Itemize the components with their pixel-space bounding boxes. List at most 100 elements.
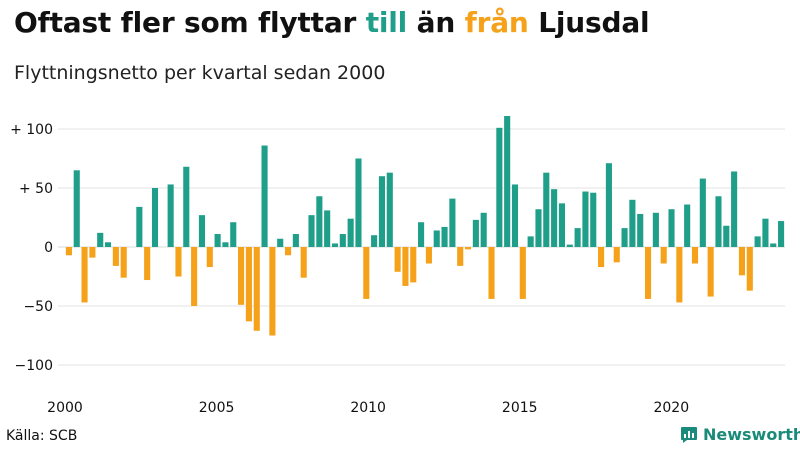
x-tick-label: 2010 bbox=[350, 400, 386, 416]
bar-2011-q4 bbox=[433, 230, 440, 247]
title-part1: Oftast fler som flyttar bbox=[14, 6, 357, 39]
bar-2007-q3 bbox=[300, 247, 307, 278]
bar-2007-q1 bbox=[284, 247, 292, 256]
bar-2011-q2 bbox=[418, 222, 425, 247]
bar-2020-q3 bbox=[707, 247, 714, 297]
x-tick-label: 2000 bbox=[47, 400, 83, 416]
y-tick-label: + 100 bbox=[10, 122, 53, 138]
bar-2001-q1 bbox=[97, 232, 104, 247]
bar-2018-q2 bbox=[637, 213, 644, 247]
chart-title: Oftast fler som flyttar till än från Lju… bbox=[14, 6, 650, 39]
bar-2016-q3 bbox=[582, 191, 589, 247]
bar-2012-q2 bbox=[449, 198, 456, 247]
bar-2008-q3 bbox=[331, 243, 339, 247]
bar-2017-q4 bbox=[621, 228, 628, 247]
bar-2011-q1 bbox=[410, 247, 417, 283]
bar-2003-q4 bbox=[183, 166, 190, 247]
x-tick-label: 2020 bbox=[653, 400, 689, 416]
bar-2005-q4 bbox=[245, 247, 252, 322]
bar-2005-q1 bbox=[222, 242, 229, 247]
bar-2016-q4 bbox=[590, 192, 597, 247]
bar-2008-q1 bbox=[316, 196, 323, 247]
bar-2010-q3 bbox=[394, 247, 401, 272]
bar-2004-q2 bbox=[198, 215, 205, 247]
bar-2001-q2 bbox=[104, 242, 112, 247]
chart-subtitle: Flyttningsnetto per kvartal sedan 2000 bbox=[14, 62, 386, 84]
bar-2013-q3 bbox=[488, 247, 495, 299]
title-till: till bbox=[365, 6, 408, 39]
bar-2019-q2 bbox=[668, 209, 675, 247]
bar-2006-q1 bbox=[253, 247, 260, 331]
bar-2003-q2 bbox=[167, 184, 174, 247]
bar-2014-q4 bbox=[527, 236, 534, 247]
bar-2004-q3 bbox=[206, 247, 213, 268]
bar-2018-q3 bbox=[644, 247, 652, 299]
bar-2000-q4 bbox=[89, 247, 96, 258]
bar-2022-q2 bbox=[762, 218, 769, 247]
bar-2001-q4 bbox=[120, 247, 127, 278]
bar-2021-q1 bbox=[723, 225, 730, 247]
bar-2003-q3 bbox=[175, 247, 182, 277]
x-tick-label: 2005 bbox=[199, 400, 235, 416]
bar-2009-q2 bbox=[355, 158, 362, 247]
bar-2012-q4 bbox=[464, 247, 472, 250]
bar-2018-q4 bbox=[652, 212, 659, 247]
bar-2012-q3 bbox=[457, 247, 464, 266]
y-tick-label: + 50 bbox=[19, 181, 53, 197]
bar-2015-q1 bbox=[535, 209, 542, 247]
bar-2014-q2 bbox=[511, 184, 519, 247]
bar-2015-q2 bbox=[543, 172, 550, 247]
bar-2002-q2 bbox=[136, 206, 143, 247]
bar-2022-q1 bbox=[754, 236, 761, 247]
bar-2015-q3 bbox=[551, 189, 558, 247]
title-fran: från bbox=[464, 6, 529, 39]
bar-2013-q1 bbox=[472, 219, 479, 247]
bar-2019-q1 bbox=[660, 247, 667, 264]
bar-2017-q3 bbox=[613, 247, 620, 263]
bar-2022-q3 bbox=[770, 243, 777, 247]
logo-text: Newsworthy bbox=[703, 425, 800, 444]
bar-2006-q4 bbox=[277, 238, 284, 247]
bar-2009-q4 bbox=[371, 235, 378, 247]
bar-2013-q4 bbox=[496, 127, 503, 247]
bar-2005-q2 bbox=[230, 222, 237, 247]
bar-2021-q2 bbox=[731, 171, 738, 247]
bar-2020-q4 bbox=[715, 196, 722, 247]
newsworthy-logo: Newsworthy bbox=[680, 425, 800, 444]
bar-2016-q2 bbox=[574, 228, 581, 247]
bar-2008-q4 bbox=[339, 234, 346, 247]
bar-2006-q3 bbox=[269, 247, 276, 336]
x-tick-label: 2015 bbox=[502, 400, 538, 416]
bar-2021-q3 bbox=[738, 247, 745, 276]
bar-2009-q1 bbox=[347, 218, 354, 247]
bar-2009-q3 bbox=[363, 247, 370, 299]
newsworthy-chart-icon bbox=[681, 426, 697, 443]
bar-2000-q2 bbox=[73, 170, 80, 247]
bar-2006-q2 bbox=[261, 145, 268, 247]
bar-2010-q1 bbox=[378, 176, 385, 247]
bar-2022-q4 bbox=[778, 221, 785, 247]
source-note: Källa: SCB bbox=[6, 428, 78, 444]
title-middle: än bbox=[416, 6, 456, 39]
bar-2013-q2 bbox=[480, 212, 487, 247]
bar-2020-q2 bbox=[699, 178, 706, 247]
bar-2002-q3 bbox=[144, 247, 151, 281]
bar-2017-q1 bbox=[598, 247, 605, 268]
bar-2004-q4 bbox=[214, 234, 221, 247]
y-tick-label: −50 bbox=[23, 299, 53, 315]
bar-2014-q1 bbox=[504, 116, 511, 248]
bar-2014-q3 bbox=[519, 247, 526, 299]
bar-2017-q2 bbox=[605, 163, 612, 247]
bar-2011-q3 bbox=[425, 247, 432, 264]
bar-2005-q3 bbox=[238, 247, 245, 305]
bar-2019-q3 bbox=[676, 247, 683, 303]
bar-2001-q3 bbox=[112, 247, 119, 266]
bar-2020-q1 bbox=[691, 247, 699, 264]
bar-2021-q4 bbox=[746, 247, 753, 291]
bar-2004-q1 bbox=[191, 247, 198, 306]
bar-2007-q4 bbox=[308, 215, 315, 247]
bar-2018-q1 bbox=[629, 199, 636, 247]
bar-2002-q4 bbox=[151, 188, 159, 247]
bar-2008-q2 bbox=[324, 210, 331, 247]
